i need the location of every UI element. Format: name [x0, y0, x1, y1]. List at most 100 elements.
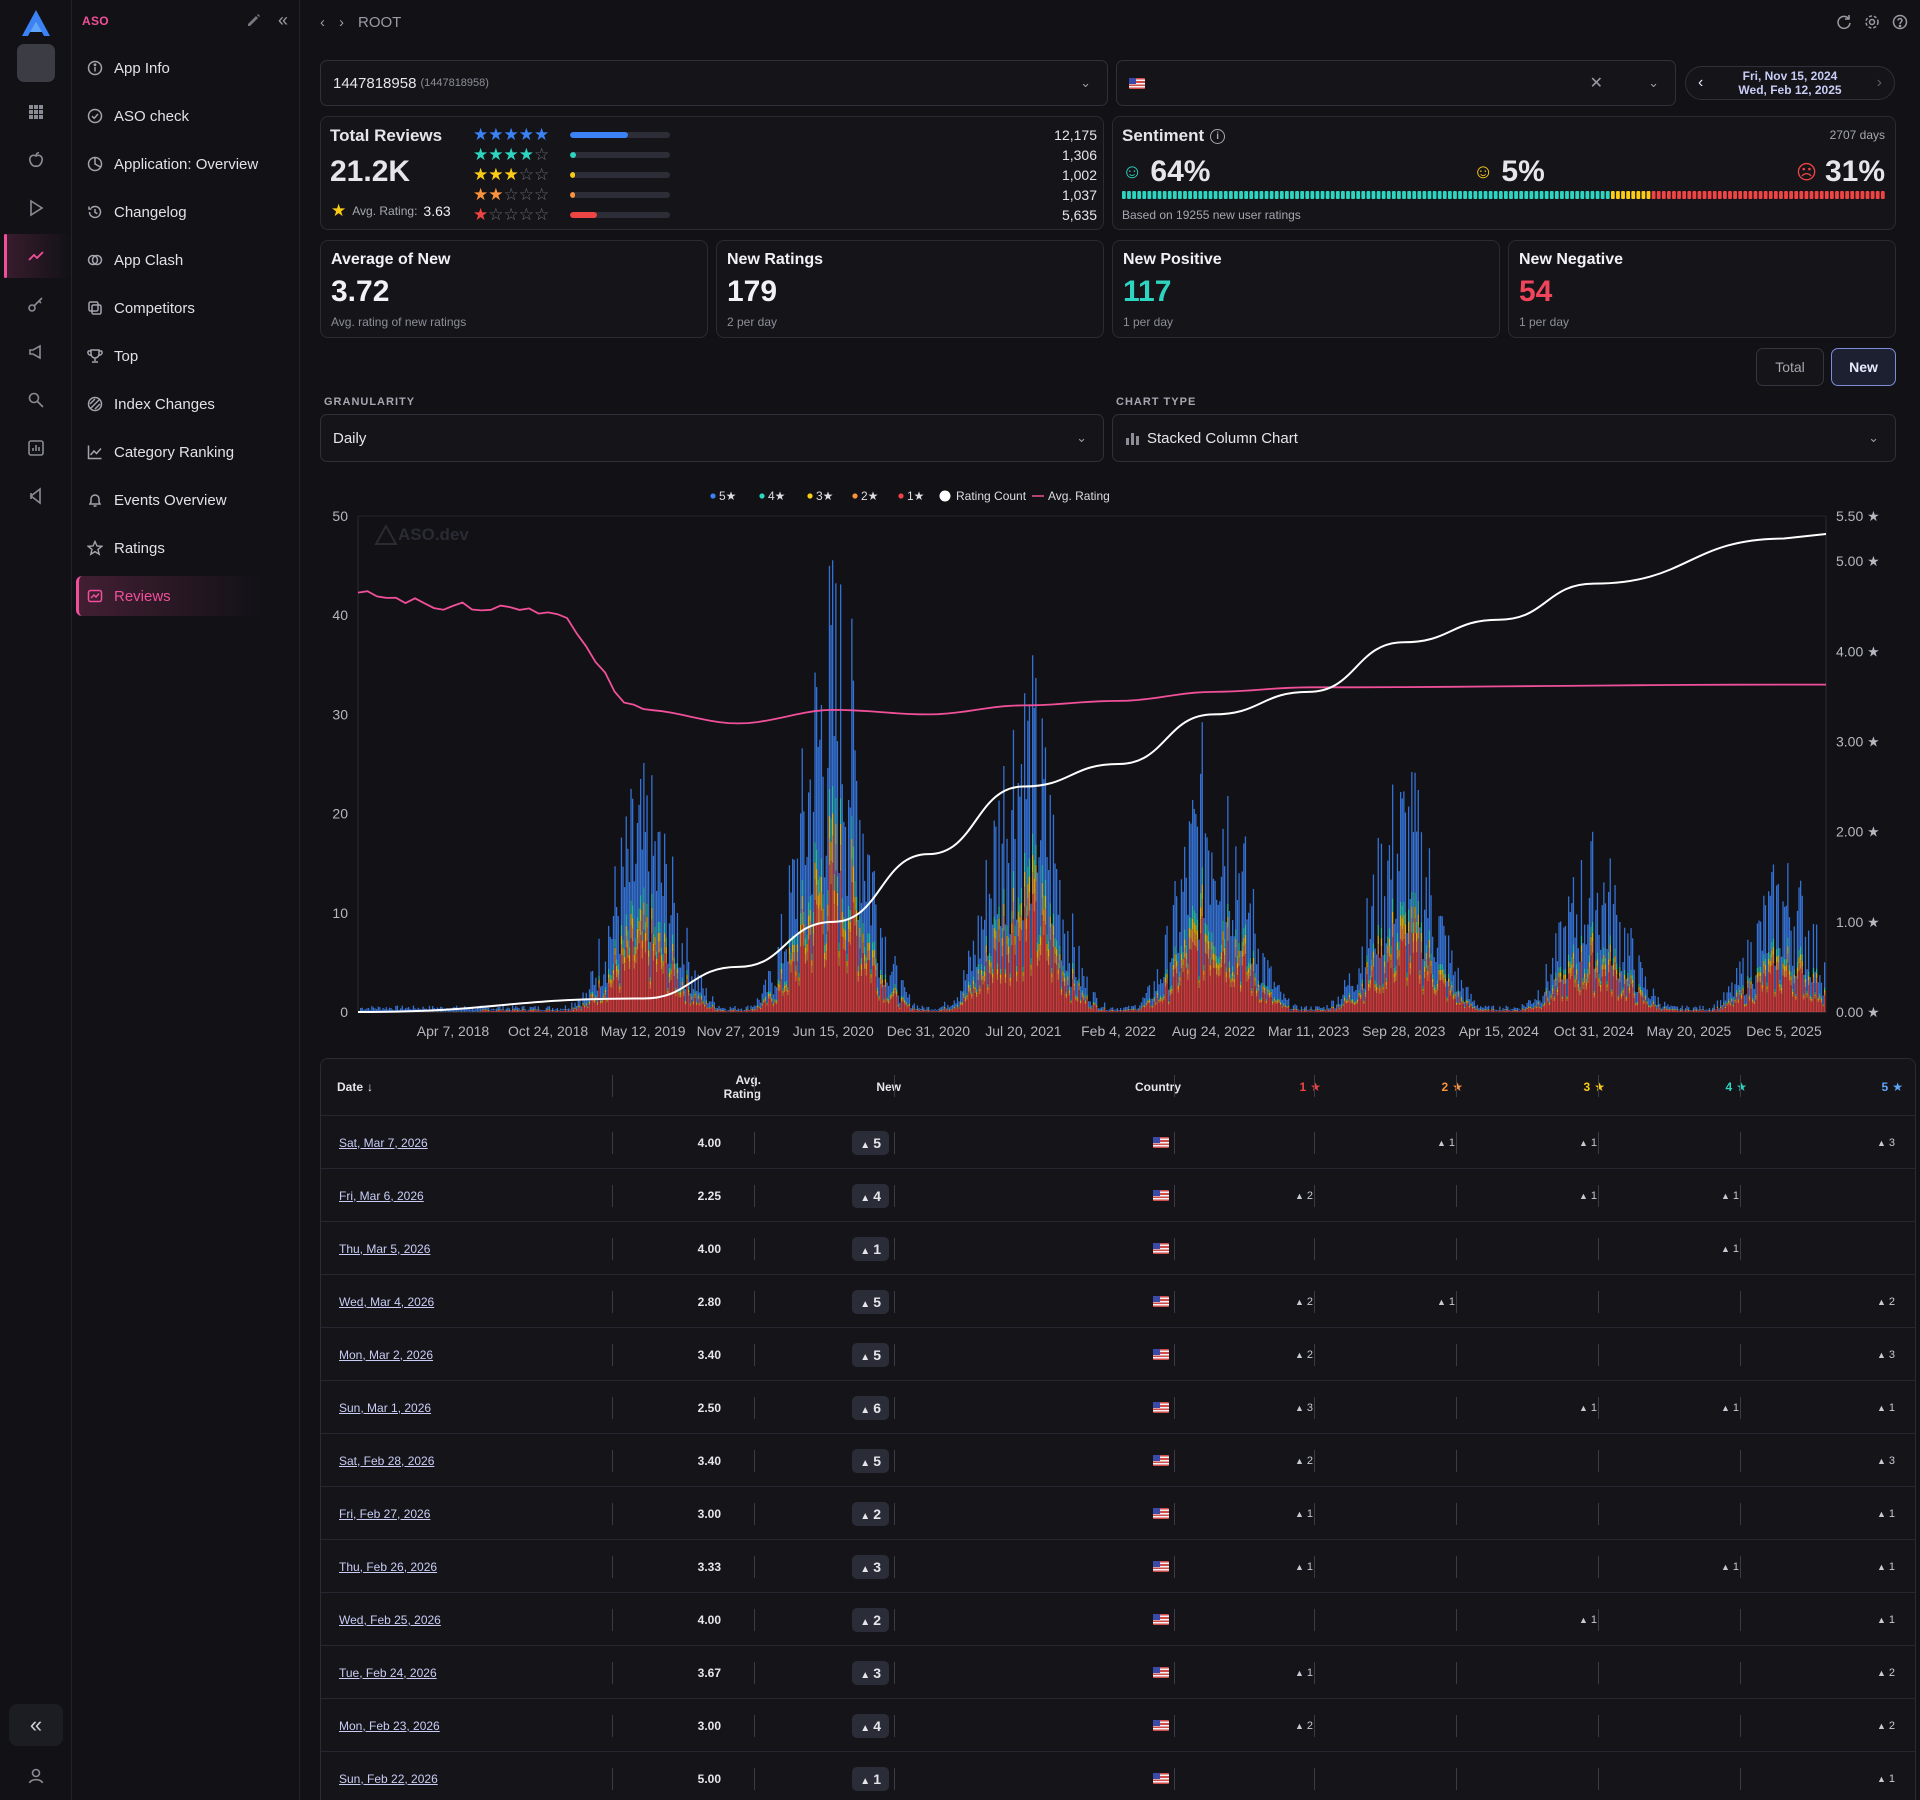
reviews-chart[interactable]: 5★ 4★ 3★ 2★ 1★ Rating Count Avg. RatingASO.dev… [300, 474, 1920, 1044]
bar-segment [1654, 1003, 1656, 1005]
megaphone-icon[interactable] [22, 338, 50, 366]
rail-collapse-button[interactable]: « [9, 1704, 63, 1746]
bar-segment [1440, 980, 1442, 1012]
bar-segment [956, 1006, 959, 1008]
bar-segment [1548, 1005, 1551, 1012]
header-s4[interactable]: 4 ★ [1605, 1059, 1747, 1115]
sentiment-segment [1763, 191, 1768, 199]
pencil-icon[interactable] [246, 12, 262, 32]
new-toggle-button[interactable]: New [1831, 348, 1896, 386]
bar-segment [648, 965, 650, 1012]
bar-segment [763, 1001, 765, 1003]
header-date[interactable]: Date ↓ [337, 1059, 617, 1115]
bar-segment [1144, 998, 1146, 1006]
report-icon[interactable] [22, 434, 50, 462]
key-icon[interactable] [22, 290, 50, 318]
app-logo-icon[interactable] [20, 8, 52, 38]
clear-icon[interactable]: ✕ [1589, 75, 1603, 92]
bar-segment [1764, 905, 1767, 959]
sidebar-collapse-icon[interactable]: « [278, 10, 289, 30]
sidebar-item-aso-check[interactable]: ASO check [76, 96, 296, 136]
date-link[interactable]: Sun, Mar 1, 2026 [339, 1400, 432, 1415]
bar-segment [1190, 823, 1192, 918]
info-icon[interactable]: i [1210, 128, 1226, 144]
header-avg[interactable]: Avg. Rating [621, 1059, 761, 1115]
sidebar-item-events-overview[interactable]: Events Overview [76, 480, 296, 520]
date-link[interactable]: Fri, Mar 6, 2026 [339, 1188, 424, 1203]
bar-segment [699, 1003, 701, 1005]
total-toggle-button[interactable]: Total [1756, 348, 1824, 386]
bar-segment [1283, 1002, 1285, 1004]
legend-marker [852, 493, 858, 499]
app-select[interactable]: 1447818958 (1447818958) ⌄ [320, 60, 1108, 106]
sidebar-item-competitors[interactable]: Competitors [76, 288, 296, 328]
sidebar-item-top[interactable]: Top [76, 336, 296, 376]
sidebar-item-changelog[interactable]: Changelog [76, 192, 296, 232]
vscode-icon[interactable] [22, 482, 50, 510]
header-s1[interactable]: 1 ★ [1181, 1059, 1321, 1115]
analytics-icon[interactable] [22, 242, 50, 270]
bar-segment [1108, 1011, 1111, 1012]
bar-segment [1806, 995, 1808, 998]
bar-segment [1000, 974, 1002, 979]
bar-segment [1622, 962, 1624, 987]
sidebar-item-app-info[interactable]: App Info [76, 48, 296, 88]
bar-segment [1644, 998, 1647, 1001]
bar-segment [360, 1008, 362, 1012]
date-link[interactable]: Mon, Mar 2, 2026 [339, 1347, 434, 1362]
user-icon[interactable] [22, 1762, 50, 1790]
bar-segment [1033, 859, 1035, 879]
header-country[interactable]: Country [901, 1059, 1181, 1115]
sidebar-item-app-clash[interactable]: App Clash [76, 240, 296, 280]
date-link[interactable]: Sat, Feb 28, 2026 [339, 1453, 435, 1468]
date-link[interactable]: Wed, Feb 25, 2026 [339, 1612, 441, 1627]
next-range-icon[interactable]: › [1876, 74, 1882, 91]
granularity-select[interactable]: Daily ⌄ [320, 414, 1104, 462]
apple-icon[interactable] [22, 146, 50, 174]
gear-icon[interactable] [1864, 14, 1880, 34]
country-select[interactable]: ✕ ⌄ [1116, 60, 1676, 106]
breadcrumb-root[interactable]: ROOT [358, 14, 402, 31]
forward-arrow-icon[interactable]: › [339, 14, 344, 31]
date-link[interactable]: Tue, Feb 24, 2026 [339, 1665, 437, 1680]
sidebar-item-label: Competitors [114, 299, 195, 317]
bar-segment [982, 929, 984, 971]
help-icon[interactable] [1892, 14, 1908, 34]
bar-segment [592, 991, 594, 994]
chart-type-select[interactable]: Stacked Column Chart ⌄ [1112, 414, 1896, 462]
date-link[interactable]: Fri, Feb 27, 2026 [339, 1506, 431, 1521]
grid-icon[interactable] [22, 98, 50, 126]
sidebar-item-index-changes[interactable]: Index Changes [76, 384, 296, 424]
date-link[interactable]: Wed, Mar 4, 2026 [339, 1294, 435, 1309]
bar-segment [1668, 1006, 1671, 1010]
sort-desc-icon[interactable]: ↓ [367, 1080, 374, 1094]
back-arrow-icon[interactable]: ‹ [320, 14, 325, 31]
bar-segment [676, 962, 679, 969]
header-s5[interactable]: 5 ★ [1747, 1059, 1903, 1115]
refresh-icon[interactable] [1836, 14, 1852, 34]
date-link[interactable]: Thu, Feb 26, 2026 [339, 1559, 438, 1574]
sidebar-item-category-ranking[interactable]: Category Ranking [76, 432, 296, 472]
prev-range-icon[interactable]: ‹ [1698, 74, 1704, 91]
app-avatar[interactable] [17, 44, 55, 82]
date-link[interactable]: Thu, Mar 5, 2026 [339, 1241, 431, 1256]
cell-new: ▲ 3 [761, 1646, 901, 1699]
date-range-picker[interactable]: ‹ Fri, Nov 15, 2024 Wed, Feb 12, 2025 › [1685, 66, 1895, 100]
date-link[interactable]: Sun, Feb 22, 2026 [339, 1771, 438, 1786]
sidebar-item-reviews[interactable]: Reviews [76, 576, 296, 616]
header-s3[interactable]: 3 ★ [1463, 1059, 1605, 1115]
play-store-icon[interactable] [22, 194, 50, 222]
sidebar-item-ratings[interactable]: Ratings [76, 528, 296, 568]
bar-segment [1438, 974, 1440, 981]
date-link[interactable]: Mon, Feb 23, 2026 [339, 1718, 440, 1733]
column-separator [1740, 1075, 1741, 1097]
sidebar-item-application-overview[interactable]: Application: Overview [76, 144, 296, 184]
bar-segment [1444, 935, 1447, 974]
date-link[interactable]: Sat, Mar 7, 2026 [339, 1135, 428, 1150]
header-new[interactable]: New [761, 1059, 901, 1115]
header-s2[interactable]: 2 ★ [1321, 1059, 1463, 1115]
search-tools-icon[interactable] [22, 386, 50, 414]
bar-segment [1278, 1001, 1280, 1003]
bar-segment [979, 985, 981, 989]
bar-segment [1800, 954, 1802, 961]
